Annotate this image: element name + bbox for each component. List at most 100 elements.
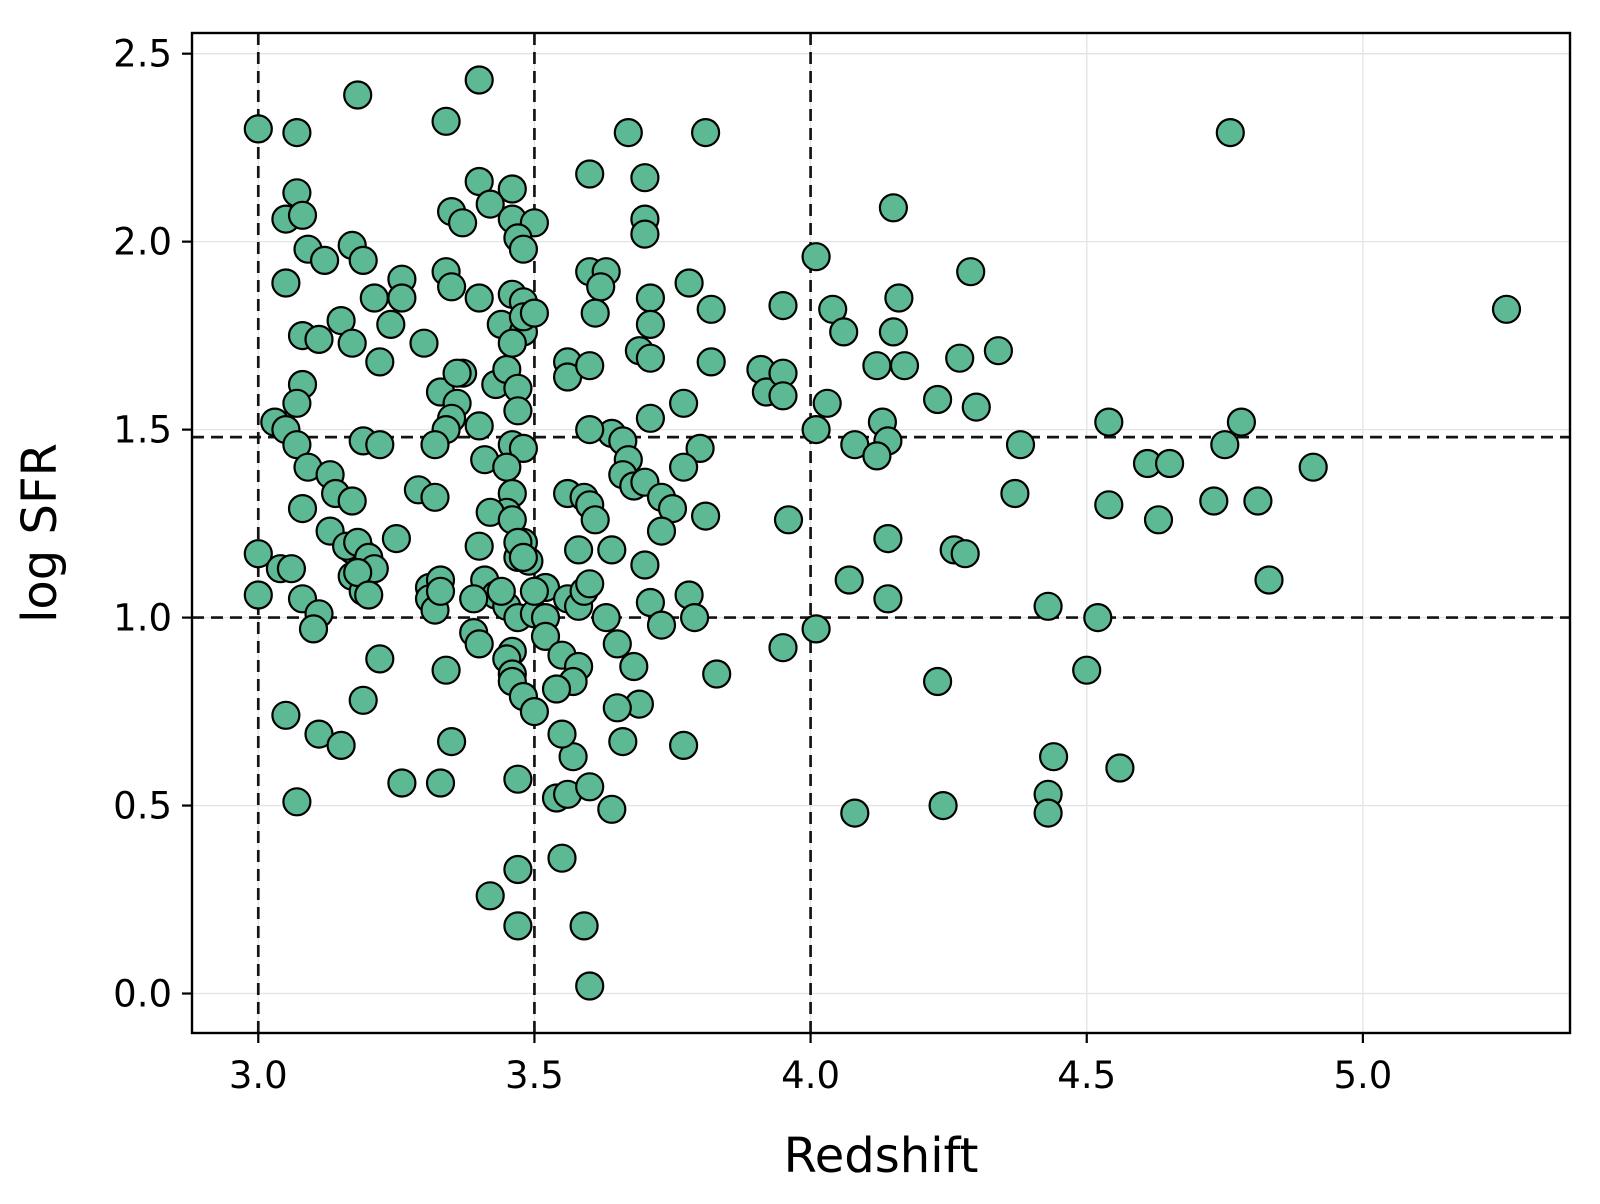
data-point — [547, 719, 577, 749]
data-point — [459, 584, 489, 614]
data-point — [922, 666, 953, 697]
data-point — [922, 384, 953, 415]
data-point — [580, 298, 610, 328]
data-point — [547, 843, 577, 873]
data-point — [1491, 294, 1522, 324]
data-point — [348, 685, 378, 715]
data-point — [530, 621, 561, 652]
data-point — [354, 580, 384, 610]
data-point — [685, 433, 715, 463]
data-point — [287, 200, 318, 230]
data-point — [310, 245, 340, 275]
data-point — [586, 272, 616, 302]
data-point — [768, 381, 798, 411]
data-point — [508, 542, 539, 573]
data-point — [563, 535, 594, 565]
data-point — [1254, 565, 1284, 595]
data-point — [597, 794, 627, 824]
data-point — [1215, 118, 1245, 148]
data-point — [519, 576, 550, 606]
data-point — [1038, 742, 1069, 772]
data-point — [337, 486, 367, 516]
data-point — [1094, 490, 1124, 520]
y-tick-label: 2.5 — [113, 33, 172, 76]
data-point — [668, 388, 699, 418]
data-point — [475, 189, 505, 219]
data-point — [690, 501, 721, 531]
data-point — [768, 633, 798, 663]
data-point — [950, 539, 980, 569]
data-point — [243, 580, 273, 610]
data-point — [287, 494, 318, 524]
data-point — [768, 291, 798, 321]
data-point — [464, 65, 494, 95]
data-point — [608, 726, 638, 757]
data-point — [365, 430, 395, 460]
data-point — [359, 283, 389, 313]
data-point — [591, 602, 621, 633]
data-point — [878, 317, 909, 347]
data-point — [508, 234, 539, 264]
data-point — [464, 531, 494, 561]
data-point — [425, 768, 456, 798]
data-point — [437, 726, 467, 757]
y-axis-label: log SFR — [12, 443, 68, 623]
data-point — [420, 482, 450, 512]
data-point — [1243, 486, 1273, 516]
data-point — [928, 790, 958, 821]
data-point — [1154, 448, 1185, 479]
data-point — [475, 881, 505, 911]
x-tick-label: 3.0 — [229, 1054, 288, 1097]
data-point — [381, 523, 411, 554]
data-point — [862, 351, 892, 381]
data-point — [365, 644, 395, 674]
data-point — [961, 392, 991, 422]
data-point — [1199, 486, 1229, 516]
data-point — [376, 309, 406, 339]
data-point — [343, 80, 373, 110]
data-point — [298, 614, 329, 644]
data-point — [326, 730, 356, 761]
data-point — [690, 118, 721, 148]
data-point — [1033, 591, 1063, 621]
data-point — [348, 245, 378, 275]
data-point — [597, 535, 627, 565]
data-point — [674, 268, 704, 298]
y-tick-label: 0.0 — [113, 973, 172, 1016]
data-point — [1033, 798, 1063, 828]
data-point — [812, 388, 842, 418]
data-point — [834, 565, 864, 595]
data-point — [696, 347, 726, 377]
data-point — [448, 208, 478, 238]
axes-border — [190, 31, 1572, 1035]
data-point — [983, 336, 1014, 366]
data-point — [801, 415, 831, 445]
data-point — [387, 768, 417, 798]
data-point — [862, 441, 892, 471]
data-point — [271, 268, 301, 298]
data-point — [884, 283, 914, 313]
data-point — [282, 787, 312, 817]
data-point — [829, 317, 859, 347]
data-point — [679, 602, 710, 633]
data-point — [1105, 753, 1135, 783]
data-point — [508, 433, 539, 463]
data-point — [889, 351, 920, 381]
y-tick-label: 1.5 — [113, 409, 172, 452]
data-point — [497, 174, 527, 204]
data-point — [613, 118, 643, 148]
data-point — [646, 610, 677, 640]
data-point — [575, 159, 605, 189]
data-point — [492, 452, 522, 482]
data-point — [503, 764, 533, 794]
data-point — [1226, 407, 1257, 437]
data-point — [420, 430, 450, 460]
data-point — [635, 343, 666, 373]
data-point — [1000, 478, 1030, 509]
data-points — [243, 65, 1522, 1001]
tick-labels: 3.0 3.5 4.0 4.5 5.0 0.0 0.5 1.0 1.5 2.0 2.5 — [113, 33, 1392, 1097]
data-point — [503, 396, 533, 426]
data-point — [409, 328, 439, 358]
